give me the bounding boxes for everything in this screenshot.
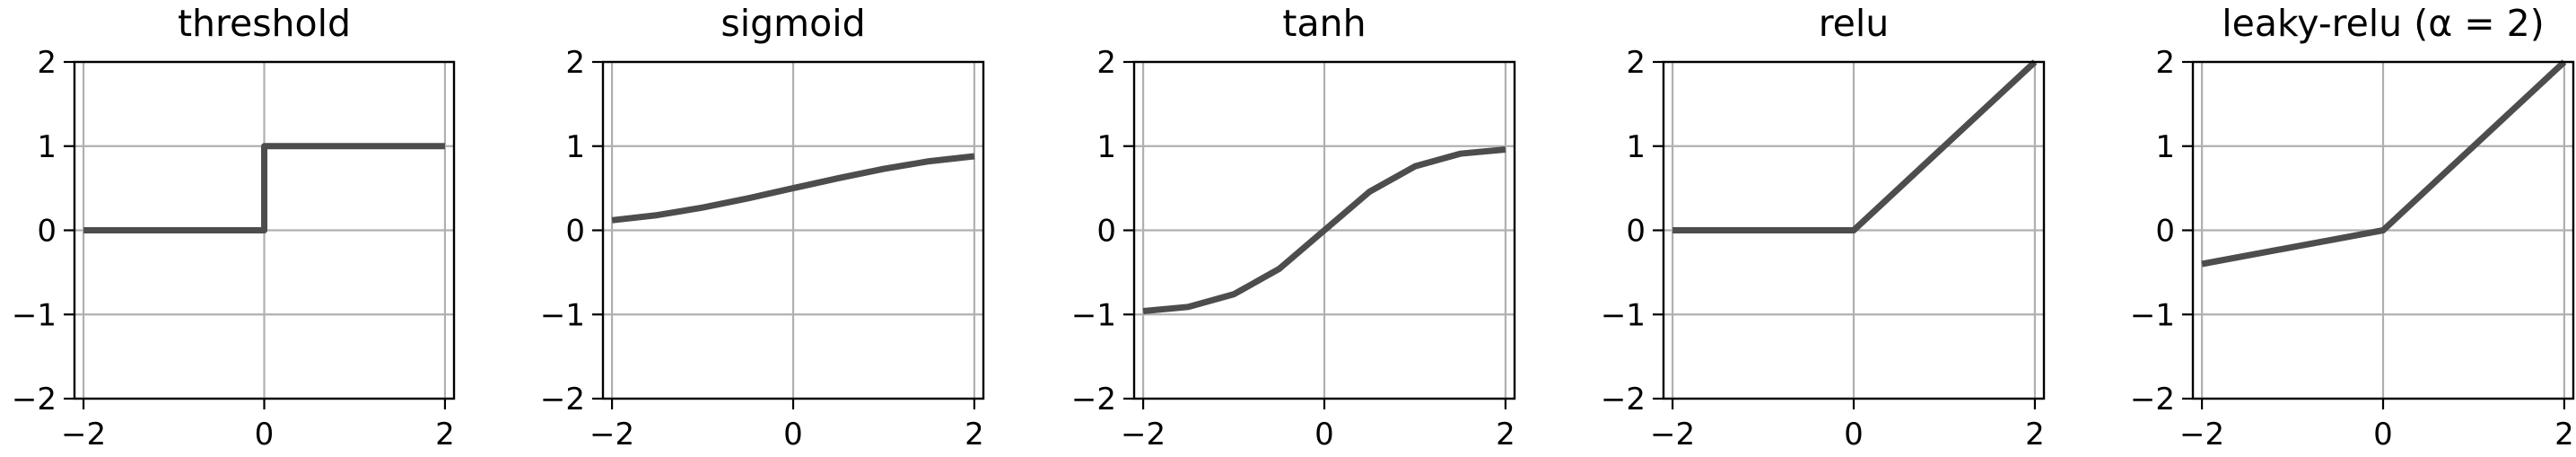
panel-title: threshold <box>178 2 351 45</box>
x-tick-label: 0 <box>2373 417 2393 453</box>
panel-title: leaky-relu (α = 2) <box>2222 2 2544 45</box>
panel-title: tanh <box>1282 2 1366 45</box>
panel-title: sigmoid <box>720 2 865 45</box>
y-tick-label: 1 <box>1096 129 1116 165</box>
x-tick-label: 2 <box>2554 417 2574 453</box>
y-tick-label: 0 <box>2155 214 2175 250</box>
y-tick-label: 1 <box>565 129 585 165</box>
y-tick-label: 0 <box>1626 214 1646 250</box>
series-line-tanh <box>1142 146 1506 314</box>
y-tick-label: −2 <box>540 382 585 417</box>
y-tick-label: 1 <box>2155 129 2175 165</box>
y-tick-label: −2 <box>12 382 57 417</box>
series-line-relu <box>1672 59 2038 233</box>
x-tick-label: −2 <box>1121 417 1166 453</box>
y-tick-label: −2 <box>1071 382 1116 417</box>
x-tick-label: −2 <box>1650 417 1695 453</box>
y-tick-label: 2 <box>1626 45 1646 81</box>
chart-panel-leaky-relu: −2 0 2 −2 −1 0 1 2 leaky-relu (α = 2) <box>2130 2 2575 453</box>
y-tick-label: 2 <box>37 45 57 81</box>
y-tick-label: 1 <box>1626 129 1646 165</box>
chart-panel-relu: −2 0 2 −2 −1 0 1 2 relu <box>1601 2 2046 453</box>
y-tick-label: −1 <box>2130 297 2175 333</box>
y-tick-label: −1 <box>540 297 585 333</box>
x-tick-label: −2 <box>2179 417 2224 453</box>
y-tick-label: −2 <box>2130 382 2175 417</box>
y-tick-label: 0 <box>1096 214 1116 250</box>
series-line-threshold <box>83 143 445 233</box>
x-tick-label: −2 <box>61 417 106 453</box>
series-line-leaky-relu <box>2201 59 2567 268</box>
y-tick-label: 0 <box>37 214 57 250</box>
x-tick-label: 0 <box>783 417 803 453</box>
x-tick-label: 2 <box>965 417 984 453</box>
y-tick-label: 0 <box>565 214 585 250</box>
y-tick-label: −1 <box>1601 297 1646 333</box>
chart-panel-threshold: −2 0 2 −2 −1 0 1 2 threshold <box>12 2 456 453</box>
y-tick-label: 1 <box>37 129 57 165</box>
y-tick-label: −1 <box>12 297 57 333</box>
y-tick-label: −1 <box>1071 297 1116 333</box>
panel-title: relu <box>1819 2 1890 45</box>
y-tick-label: 2 <box>1096 45 1116 81</box>
y-tick-label: 2 <box>565 45 585 81</box>
x-tick-label: 0 <box>1844 417 1864 453</box>
y-tick-label: 2 <box>2155 45 2175 81</box>
x-tick-label: −2 <box>589 417 634 453</box>
chart-panel-sigmoid: −2 0 2 −2 −1 0 1 2 sigmoid <box>540 2 985 453</box>
x-tick-label: 2 <box>1496 417 1515 453</box>
chart-panel-tanh: −2 0 2 −2 −1 0 1 2 tanh <box>1071 2 1516 453</box>
series-line-sigmoid <box>611 153 975 224</box>
x-tick-label: 0 <box>255 417 275 453</box>
x-tick-label: 2 <box>435 417 455 453</box>
y-tick-label: −2 <box>1601 382 1646 417</box>
x-tick-label: 0 <box>1314 417 1334 453</box>
x-tick-label: 2 <box>2025 417 2045 453</box>
